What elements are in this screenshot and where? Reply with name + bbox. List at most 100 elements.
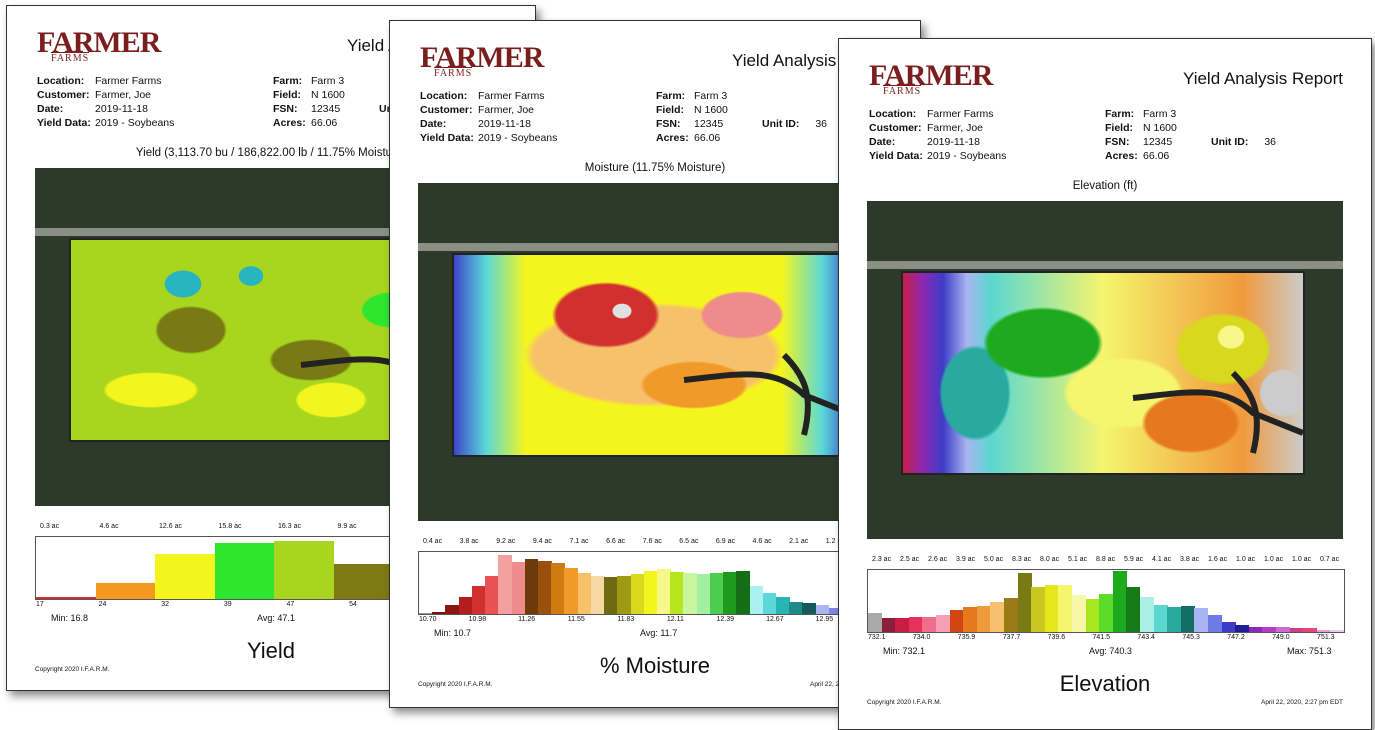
x-tick-label: 10.98 [468,616,487,623]
x-tick-label: 747.2 [1227,634,1245,641]
report-info-right: Farm: Farm 3 Field: N 1600 FSN: 12345 Acres: 66… [656,89,728,145]
info-value-unit-id: 36 [815,118,828,130]
histogram-bar [802,602,817,614]
histogram-bar [1208,614,1223,632]
x-tick-label: 12.67 [766,616,784,623]
report-info-left: Location: Farmer Farms Customer: Farmer, Jo… [869,107,1006,163]
info-value-acres: 66.06 [694,132,721,144]
info-row-yield_data: Yield Data: 2019 - Soybeans [37,116,174,130]
info-label-fsn: FSN: [656,118,681,130]
info-label-acres: Acres: [1105,150,1138,162]
road [867,261,1343,269]
info-label-customer: Customer: [869,122,922,134]
histogram-bar [776,596,790,614]
logo-subtitle: FARMS [883,85,922,97]
acres-label: 7.1 ac [569,538,589,545]
histogram-bar [1194,608,1209,632]
info-label-fsn: FSN: [273,103,298,115]
copyright: Copyright 2020 I.F.A.R.M. [35,666,110,673]
info-value-field: N 1600 [1143,122,1177,134]
info-row-farm: Farm: Farm 3 [273,74,345,88]
histogram-bar [36,597,96,599]
x-tick-label: 11.83 [617,616,635,623]
acres-label: 4.6 ac [752,538,772,545]
acres-label: 2.5 ac [900,556,920,563]
histogram-bar [949,609,964,632]
info-row-fsn: FSN: 12345 [656,117,728,131]
info-row-customer: Customer: Farmer, Joe [37,88,174,102]
info-value-customer: Farmer, Joe [478,104,535,116]
info-row-yield_data: Yield Data: 2019 - Soybeans [420,131,557,145]
histogram-bar [696,574,711,614]
histogram-bar [630,574,645,614]
histogram-bar [419,612,433,614]
acres-label: 3.9 ac [956,556,976,563]
histogram-bar [657,569,671,614]
histogram-bar [736,570,751,614]
info-row-date: Date: 2019-11-18 [869,135,1006,149]
acres-label: 0.7 ac [1320,556,1340,563]
report-info-right: Farm: Farm 3 Field: N 1600 FSN: 12345 Acres: 66… [273,74,345,130]
acres-label: 5.0 ac [984,556,1004,563]
acres-label: 1.0 ac [1264,556,1284,563]
acres-label: 7.6 ac [642,538,662,545]
histogram-bar [564,568,579,614]
histogram-bar [723,571,737,614]
info-label-customer: Customer: [420,104,473,116]
histogram-bar [1221,622,1236,632]
info-row-field: Field: N 1600 [1105,121,1177,135]
acres-label: 6.6 ac [606,538,626,545]
histogram-bar [511,561,526,614]
histogram-bar [1004,597,1019,632]
info-label-field: Field: [273,89,301,101]
field-map [867,201,1343,539]
info-label-yield_data: Yield Data: [869,150,923,162]
acres-label: 1.6 ac [1208,556,1228,563]
acres-label: 12.6 ac [159,523,182,530]
acres-label: 5.9 ac [1124,556,1144,563]
histogram-bar [590,575,605,614]
info-row-field: Field: N 1600 [273,88,345,102]
histogram-bar [709,573,724,614]
histogram-bar [538,560,552,614]
page-caption: Elevation [1059,671,1151,696]
stat-max: Max: 751.3 [1287,646,1332,656]
info-label-yield_data: Yield Data: [37,117,91,129]
histogram-bar [1058,584,1073,632]
info-label-farm: Farm: [656,90,686,102]
info-row-field: Field: N 1600 [656,103,728,117]
histogram-bar [976,605,991,632]
info-value-yield_data: 2019 - Soybeans [478,132,558,144]
info-row-acres: Acres: 66.06 [656,131,728,145]
info-row-fsn: FSN: 12345 [273,102,345,116]
info-label-fsn: FSN: [1105,136,1130,148]
x-tick-label: 734.0 [912,634,931,641]
stat-min: Min: 10.7 [434,628,472,638]
info-row-acres: Acres: 66.06 [1105,149,1177,163]
x-tick-label: 24 [98,601,107,608]
histogram-bar [95,582,156,599]
info-label-date: Date: [869,136,896,148]
x-tick-label: 17 [36,601,44,608]
x-tick-label: 12.39 [716,616,735,623]
histogram-bar [617,575,632,614]
acres-label: 2.6 ac [928,556,948,563]
info-value-fsn: 12345 [311,103,341,115]
histogram-bar [643,570,658,614]
info-row-location: Location: Farmer Farms [869,107,1006,121]
stat-min: Min: 732.1 [883,646,926,656]
x-tick-label: 12.95 [815,616,834,623]
acres-label: 3.8 ac [1180,556,1200,563]
x-tick-label: 735.9 [957,634,976,641]
info-label-farm: Farm: [1105,108,1135,120]
info-row-yield_data: Yield Data: 2019 - Soybeans [869,149,1006,163]
info-row-location: Location: Farmer Farms [420,89,557,103]
histogram-bar [670,571,684,614]
histogram-bar [1180,605,1195,632]
stat-avg: Avg: 47.1 [257,613,295,623]
histogram-bar [828,607,843,614]
x-tick-label: 737.7 [1002,634,1021,641]
map-title: Moisture (11.75% Moisture) [584,162,726,174]
histogram-bar [683,573,698,614]
info-label-acres: Acres: [656,132,689,144]
